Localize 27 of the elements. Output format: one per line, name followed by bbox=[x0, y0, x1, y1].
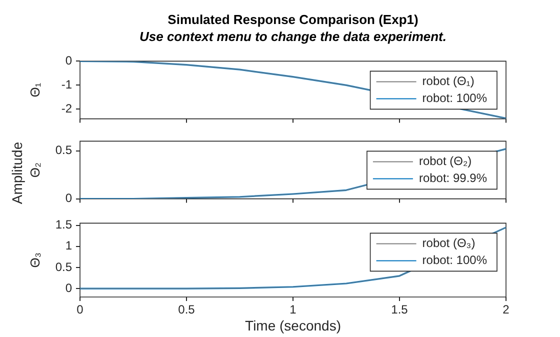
y-tick-label: 0 bbox=[65, 280, 72, 295]
legend-label: robot (Θ₂) bbox=[418, 154, 472, 168]
y-axis-title: Θ₂ bbox=[27, 162, 42, 178]
y-tick-label: 0.5 bbox=[55, 260, 72, 274]
x-tick-label: 1.5 bbox=[391, 302, 408, 317]
legend-label: robot (Θ₁) bbox=[422, 74, 474, 88]
legend-label: robot: 100% bbox=[422, 253, 488, 268]
x-tick-label: 2 bbox=[502, 302, 510, 317]
legend-label: robot: 100% bbox=[422, 91, 488, 106]
x-axis-title: Time (seconds) bbox=[245, 317, 341, 334]
x-tick-label: 1 bbox=[290, 302, 297, 317]
y-tick-label: 1.5 bbox=[55, 218, 72, 232]
chart-subtitle: Use context menu to change the data experiment. bbox=[138, 29, 448, 44]
y-tick-label: 0 bbox=[65, 191, 72, 206]
y-tick-label: 1 bbox=[65, 238, 72, 253]
legend-label: robot: 99.9% bbox=[418, 171, 488, 186]
legend-label: robot (Θ₃) bbox=[422, 236, 476, 250]
y-tick-label: 0 bbox=[65, 54, 72, 68]
x-tick-label: 0 bbox=[76, 302, 84, 317]
y-axis-title: Θ₃ bbox=[27, 252, 42, 268]
chart-title: Simulated Response Comparison (Exp1) bbox=[166, 12, 420, 27]
y-tick-label: -2 bbox=[61, 102, 72, 116]
x-tick-label: 0.5 bbox=[178, 302, 196, 317]
y-tick-label: -1 bbox=[61, 78, 72, 92]
y-tick-label: 0.5 bbox=[55, 143, 72, 158]
text: Amplitude bbox=[8, 142, 25, 204]
y-axis-title: Θ₁ bbox=[27, 82, 42, 98]
